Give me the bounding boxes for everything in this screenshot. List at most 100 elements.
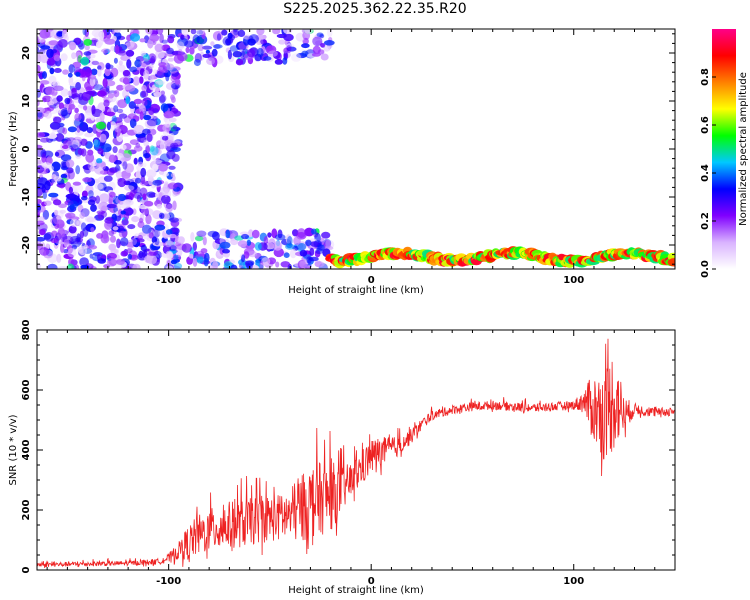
spectrogram-cell-1 bbox=[286, 45, 292, 54]
spectrogram-cell-0 bbox=[158, 163, 168, 172]
spectrogram-cell-0 bbox=[135, 170, 142, 180]
spectrogram-ytick-label: -10 bbox=[21, 188, 32, 206]
spectrogram-cell-1 bbox=[282, 57, 288, 65]
spectrogram-cell-2 bbox=[254, 242, 262, 251]
spectrogram-cell-0 bbox=[174, 78, 181, 85]
spectrogram-cell-0 bbox=[59, 209, 66, 214]
spectrogram-cells bbox=[37, 29, 675, 269]
spectrogram-cell-0 bbox=[64, 97, 71, 105]
spectrogram-cell-1 bbox=[193, 58, 201, 67]
spectrogram-cell-2 bbox=[202, 236, 207, 246]
spectrogram-cell-2 bbox=[181, 243, 192, 253]
spectrogram-cell-2 bbox=[241, 254, 246, 262]
spectrogram-cell-0 bbox=[153, 91, 162, 98]
spectrogram-cell-0 bbox=[98, 201, 109, 211]
spectrogram-cell-0 bbox=[118, 60, 123, 66]
spectrogram-cell-0 bbox=[163, 111, 175, 119]
spectrogram-cell-0 bbox=[89, 77, 96, 87]
spectrogram-cell-0 bbox=[56, 95, 63, 102]
spectrogram-cell-0 bbox=[123, 207, 134, 216]
spectrogram-cell-0 bbox=[96, 41, 102, 49]
spectrogram-cell-0 bbox=[99, 193, 110, 203]
spectrogram-cell-0 bbox=[149, 74, 154, 81]
spectrogram-cell-0 bbox=[69, 41, 77, 51]
spectrogram-cell-0 bbox=[68, 225, 77, 234]
spectrogram-cell-0 bbox=[75, 154, 82, 159]
spectrogram-cell-0 bbox=[37, 148, 47, 158]
spectrogram-cell-0 bbox=[142, 193, 147, 201]
spectrogram-cell-2 bbox=[190, 232, 195, 242]
spectrogram-cell-0 bbox=[60, 88, 69, 97]
spectrogram-cell-0 bbox=[118, 209, 123, 216]
spectrogram-cell-0 bbox=[143, 114, 152, 121]
spectrogram-cell-0 bbox=[37, 54, 42, 63]
spectrogram-cell-0 bbox=[112, 146, 118, 154]
spectrogram-cell-0 bbox=[53, 68, 62, 73]
spectrogram-cell-0 bbox=[37, 216, 46, 222]
spectrogram-cell-2 bbox=[297, 243, 307, 251]
spectrogram-cell-0 bbox=[137, 234, 144, 241]
spectrogram-cell-0 bbox=[118, 230, 128, 238]
spectrogram-cell-0 bbox=[46, 106, 55, 112]
spectrogram-cell-0 bbox=[147, 175, 154, 186]
spectrogram-cell-0 bbox=[90, 204, 97, 212]
spectrogram-cell-0 bbox=[39, 247, 50, 256]
spectrogram-cell-0 bbox=[101, 162, 107, 170]
spectrogram-cell-0 bbox=[103, 175, 113, 182]
spectrogram-cell-1 bbox=[256, 47, 264, 58]
spectrogram-cell-0 bbox=[168, 133, 175, 140]
spectrogram-cell-0 bbox=[119, 157, 127, 167]
spectrogram-cell-0 bbox=[158, 65, 167, 73]
spectrogram-cell-0 bbox=[168, 165, 176, 170]
spectrogram-cell-2 bbox=[247, 251, 258, 258]
spectrogram-cell-0 bbox=[81, 190, 88, 198]
spectrogram-cell-0 bbox=[97, 211, 104, 220]
spectrogram-cell-0 bbox=[66, 263, 75, 269]
spectrogram-cell-0 bbox=[37, 107, 46, 113]
spectrogram-cell-0 bbox=[81, 196, 88, 201]
spectrogram-cell-2 bbox=[268, 238, 276, 249]
spectrogram-cell-0 bbox=[37, 209, 42, 215]
spectrogram-cell-2 bbox=[219, 241, 231, 249]
spectrogram-cell-0 bbox=[117, 50, 127, 56]
spectrogram-cell-1 bbox=[283, 29, 293, 35]
spectrogram-cell-0 bbox=[134, 177, 142, 184]
spectrogram-cell-0 bbox=[50, 49, 58, 54]
spectrogram-cell-0 bbox=[114, 124, 120, 129]
spectrogram-cell-0 bbox=[147, 38, 154, 49]
colorbar-tick-label: 0.0 bbox=[700, 260, 711, 278]
spectrogram-cell-0 bbox=[126, 59, 132, 69]
spectrogram-cell-0 bbox=[115, 128, 122, 133]
spectrogram-cell-0 bbox=[40, 45, 51, 50]
spectrogram-cell-1 bbox=[263, 56, 272, 61]
spectrogram-cell-0 bbox=[57, 227, 65, 237]
spectrogram-cell-0 bbox=[42, 71, 47, 79]
spectrogram-cell-0 bbox=[160, 194, 171, 204]
spectrogram-cell-0 bbox=[74, 130, 84, 136]
spectrogram-cell-0 bbox=[48, 101, 55, 106]
spectrogram-cell-0 bbox=[37, 159, 42, 165]
spectrogram-cell-0 bbox=[83, 38, 93, 46]
spectrogram-ytick-label: 0 bbox=[21, 145, 32, 152]
spectrogram-cell-0 bbox=[46, 263, 58, 269]
spectrogram-cell-2 bbox=[165, 265, 174, 269]
spectrogram-cell-0 bbox=[66, 140, 74, 146]
spectrogram-cell-0 bbox=[46, 57, 56, 66]
spectrogram-cell-0 bbox=[116, 258, 125, 265]
colorbar: 0.0 0.2 0.4 0.6 0.8 Normalized spectral ampl… bbox=[700, 29, 749, 278]
spectrogram-cell-0 bbox=[144, 255, 153, 264]
spectrogram-cell-0 bbox=[141, 90, 149, 98]
spectrogram-cell-0 bbox=[71, 52, 77, 60]
spectrogram-ytick-label: -20 bbox=[21, 236, 32, 254]
spectrogram-cell-0 bbox=[80, 138, 88, 146]
spectrogram-cell-2 bbox=[164, 240, 174, 248]
spectrogram-cell-0 bbox=[139, 111, 144, 121]
spectrogram-xtick-label: 0 bbox=[368, 275, 375, 286]
spectrogram-cell-0 bbox=[66, 213, 72, 221]
spectrogram-cell-1 bbox=[212, 44, 223, 49]
spectrogram-cell-0 bbox=[106, 204, 117, 209]
spectrogram-cell-2 bbox=[194, 235, 204, 242]
spectrogram-cell-0 bbox=[58, 102, 65, 110]
